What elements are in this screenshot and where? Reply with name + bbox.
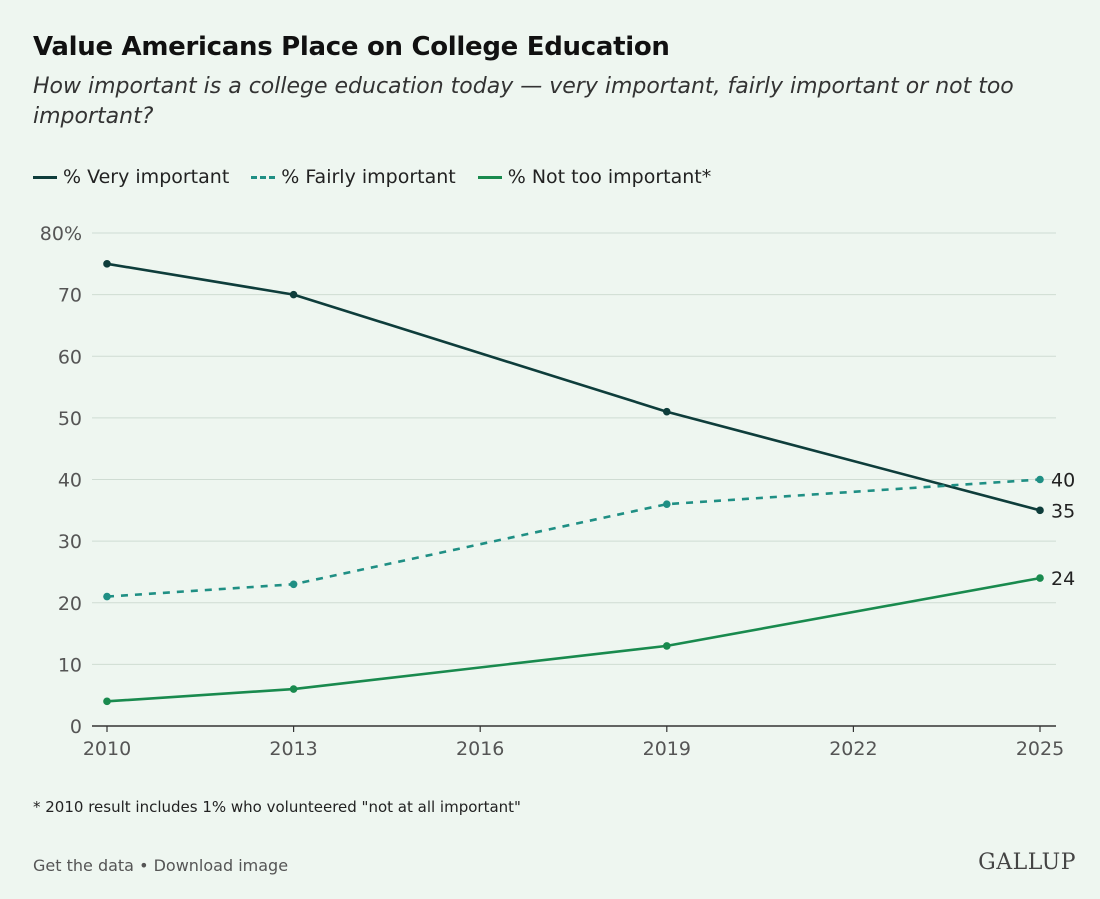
legend-not: % Not too important* (477, 166, 712, 188)
get-data-link[interactable]: Get the data (33, 856, 134, 875)
series-line-fairly (106, 478, 1041, 598)
x-tick-label: 2022 (829, 738, 877, 760)
gallup-logo: GALLUP (978, 850, 1076, 875)
x-tick-label: 2013 (269, 738, 317, 760)
links: Get the data • Download image (33, 856, 288, 875)
legend-swatch (251, 175, 276, 179)
legend-label: % Not too important* (507, 166, 712, 188)
footnote: * 2010 result includes 1% who volunteere… (33, 798, 521, 816)
series-line-not (106, 576, 1041, 703)
download-image-link[interactable]: Download image (153, 856, 289, 875)
data-point-fairly (663, 500, 671, 508)
data-point-very (663, 407, 671, 416)
separator: • (133, 856, 154, 875)
legend-very: % Very important (33, 166, 229, 188)
data-point-fairly (289, 580, 298, 589)
y-tick-label: 20 (58, 593, 82, 615)
legend-label: % Very important (63, 166, 230, 188)
data-point-fairly (103, 592, 111, 601)
data-point-very (103, 260, 111, 268)
legend-swatch (33, 175, 57, 179)
x-tick-label: 2010 (83, 738, 131, 760)
end-label-very: 35 (1051, 500, 1075, 522)
data-point-not (103, 697, 111, 706)
x-tick-label: 2025 (1016, 738, 1064, 760)
data-point-not (289, 685, 298, 693)
x-tick-label: 2019 (643, 738, 691, 760)
end-label-fairly: 40 (1051, 470, 1075, 492)
x-tick-label: 2016 (456, 738, 504, 760)
series-line-very (106, 262, 1041, 512)
data-point-not (663, 642, 671, 650)
end-label-not: 24 (1051, 568, 1075, 590)
y-tick-label: 80% (40, 223, 82, 245)
legend-fairly: % Fairly important (251, 166, 456, 188)
y-tick-label: 10 (58, 654, 82, 676)
y-tick-label: 0 (70, 716, 82, 738)
legend-label: % Fairly important (281, 166, 456, 188)
legend: % Very important % Fairly important % No… (33, 166, 711, 188)
chart-title: Value Americans Place on College Educati… (33, 32, 670, 62)
y-tick-label: 70 (58, 285, 82, 307)
y-tick-label: 50 (58, 408, 82, 430)
data-point-not (1036, 574, 1044, 582)
y-tick-label: 60 (58, 346, 82, 368)
y-tick-label: 30 (58, 531, 82, 553)
data-point-fairly (1036, 475, 1044, 484)
chart-subtitle: How important is a college education tod… (33, 74, 1014, 129)
data-point-very (1036, 506, 1044, 515)
legend-swatch (477, 175, 502, 179)
data-point-very (289, 290, 298, 299)
y-tick-label: 40 (58, 470, 82, 492)
